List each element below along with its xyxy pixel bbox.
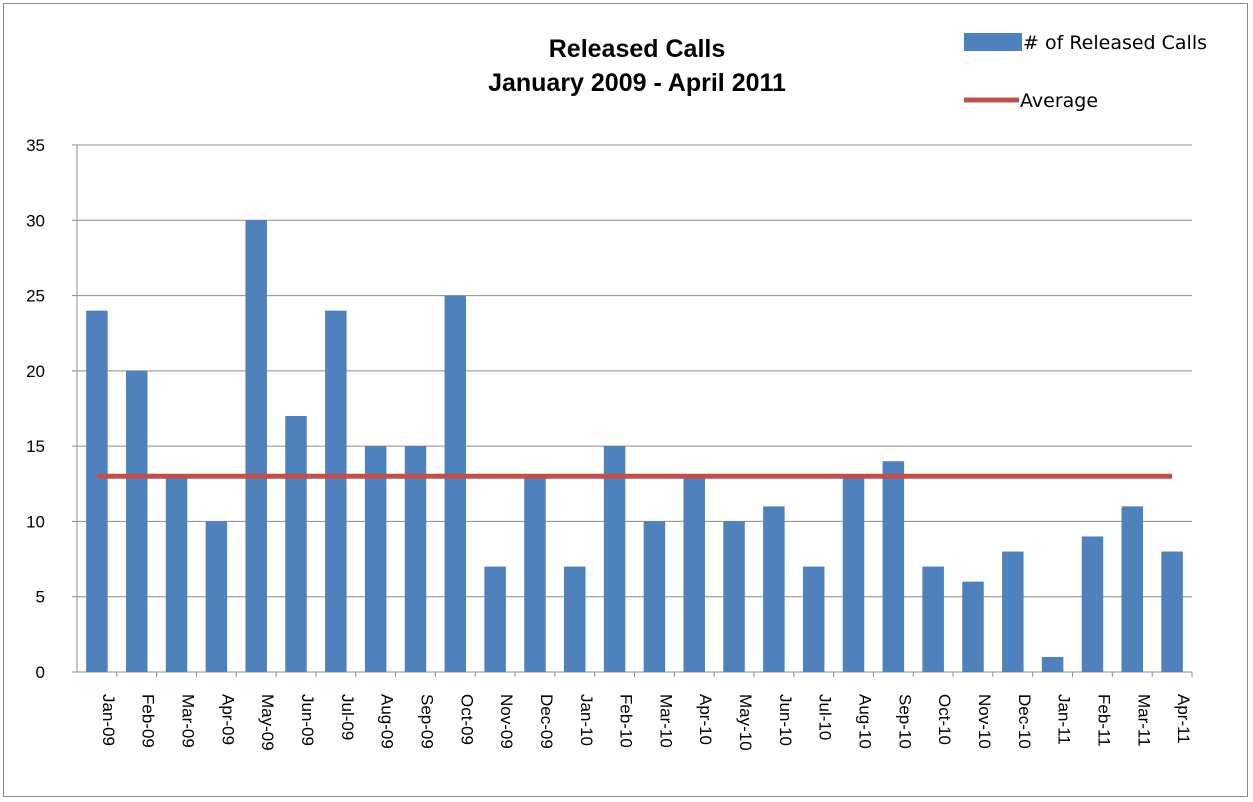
bar-Sep-09 [404,446,427,672]
x-tick-label-Nov-09: Nov-09 [497,694,516,749]
bar-May-10 [723,521,745,672]
x-tick-label-Jul-10: Jul-10 [816,694,835,740]
legend-swatch-bars [964,33,1022,51]
x-tick-label-Sep-10: Sep-10 [895,694,914,749]
y-tick-label-35: 35 [26,136,45,155]
bar-Apr-11 [1161,551,1183,672]
x-tick-label-Oct-09: Oct-09 [457,694,476,745]
bar-Feb-11 [1081,536,1104,672]
x-tick-label-May-09: May-09 [258,694,277,751]
x-tick-label-Apr-11: Apr-11 [1174,694,1193,744]
released-calls-chart: Released Calls January 2009 - April 2011… [26,32,1207,751]
x-tick-label-Mar-10: Mar-10 [656,694,675,748]
bar-Jul-09 [325,310,347,672]
chart-title: Released Calls [549,35,726,63]
x-tick-label-Aug-10: Aug-10 [856,694,875,749]
x-tick-label-Jan-10: Jan-10 [577,694,596,746]
x-tick-label-Aug-09: Aug-09 [378,694,397,749]
y-tick-label-25: 25 [26,287,45,306]
y-tick-label-5: 5 [36,588,45,607]
bar-Oct-09 [444,295,467,672]
bar-Apr-09 [205,521,228,672]
x-tick-label-May-10: May-10 [736,694,755,751]
bar-Mar-09 [165,476,188,672]
bar-Dec-09 [524,476,546,672]
bar-Oct-10 [922,566,944,672]
bar-May-09 [245,220,267,673]
bar-Feb-10 [603,446,626,672]
plot-area: 0 5 10 15 20 25 30 35 Jan-09 Feb-09 Mar-09 Apr-09 Ma… [26,136,1193,751]
bar-Nov-10 [962,581,984,672]
legend-label-bars: # of Released Calls [1023,32,1207,54]
chart-frame: Released Calls January 2009 - April 2011… [3,3,1248,797]
bar-Feb-09 [125,370,148,672]
bar-Dec-10 [1002,551,1024,672]
bar-Jan-10 [564,566,586,672]
x-tick-label-Dec-10: Dec-10 [1015,694,1034,749]
x-tick-label-Jan-11: Jan-11 [1055,694,1074,745]
x-tick-label-Jun-10: Jun-10 [776,694,795,746]
x-tick-label-Feb-11: Feb-11 [1094,694,1113,747]
x-tick-label-Nov-10: Nov-10 [975,694,994,749]
x-tick-label-Apr-10: Apr-10 [696,694,715,745]
x-tick-label-Feb-10: Feb-10 [617,694,636,748]
legend-label-average: Average [1020,90,1098,112]
y-tick-label-15: 15 [26,437,45,456]
bar-Jun-10 [763,506,785,672]
bar-Mar-10 [643,521,666,672]
bar-Nov-09 [484,566,506,672]
chart-legend: # of Released Calls Average [964,32,1207,112]
bar-Jan-09 [86,310,108,672]
chart-subtitle: January 2009 - April 2011 [488,69,786,97]
x-tick-label-Mar-09: Mar-09 [179,694,198,748]
bar-Aug-10 [842,476,865,672]
bar-Sep-10 [882,461,905,672]
x-tick-label-Apr-09: Apr-09 [218,694,237,745]
bar-Jul-10 [802,566,825,672]
x-tick-label-Sep-09: Sep-09 [417,694,436,749]
chart-title-group: Released Calls January 2009 - April 2011 [488,35,786,97]
y-tick-label-30: 30 [26,211,45,230]
bar-Mar-11 [1121,506,1144,672]
bar-Apr-10 [683,476,705,672]
bar-Jan-11 [1041,656,1064,672]
x-tick-label-Mar-11: Mar-11 [1134,694,1153,747]
bar-Jun-09 [285,416,307,672]
x-tick-label-Oct-10: Oct-10 [935,694,954,745]
y-tick-label-0: 0 [36,663,45,682]
bar-Aug-09 [364,446,387,672]
x-tick-label-Jun-09: Jun-09 [298,694,317,746]
y-tick-label-20: 20 [26,362,45,381]
x-tick-label-Jan-09: Jan-09 [99,694,118,746]
x-tick-label-Jul-09: Jul-09 [338,694,357,740]
x-tick-label-Feb-09: Feb-09 [139,694,158,748]
x-tick-label-Dec-09: Dec-09 [537,694,556,749]
y-tick-label-10: 10 [26,512,45,531]
